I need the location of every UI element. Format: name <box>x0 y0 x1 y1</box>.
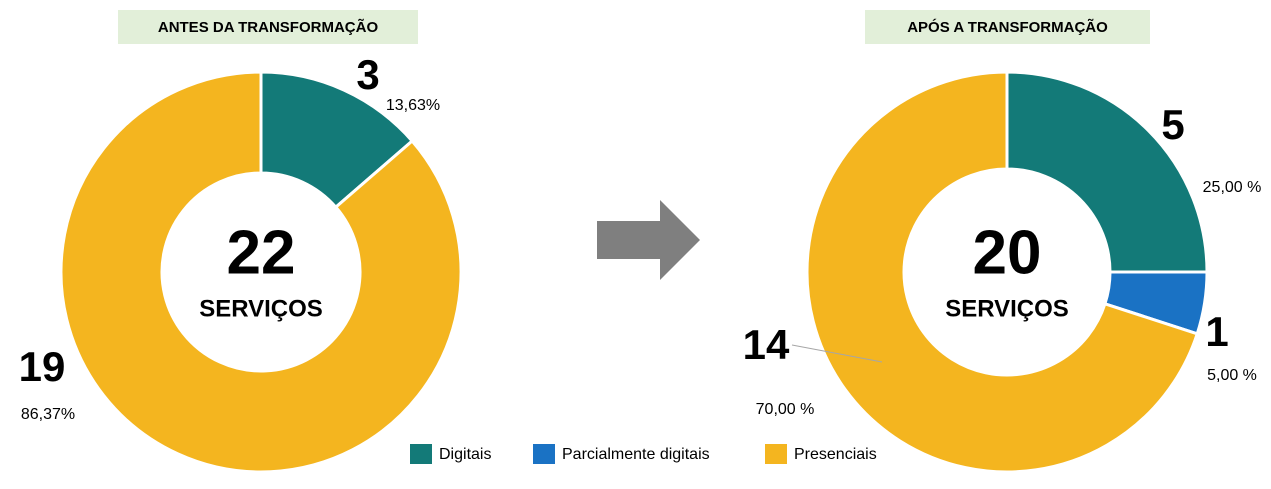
center-value: 22 <box>227 218 296 287</box>
center-value: 20 <box>973 218 1042 287</box>
value-label: 19 <box>19 343 66 390</box>
value-label: 5 <box>1161 101 1184 148</box>
donut-slice <box>59 70 463 474</box>
percent-label: 70,00 % <box>756 401 815 418</box>
value-label: 1 <box>1205 308 1228 355</box>
legend-swatch <box>410 444 432 464</box>
donut-slice <box>1005 70 1209 274</box>
percent-label: 5,00 % <box>1207 367 1257 384</box>
legend-label: Digitais <box>439 446 491 463</box>
percent-label: 25,00 % <box>1203 179 1262 196</box>
arrow <box>597 200 700 280</box>
value-label: 3 <box>356 51 379 98</box>
chart-title: ANTES DA TRANSFORMAÇÃO <box>158 18 379 36</box>
title-box <box>865 10 1150 44</box>
legend-label: Presenciais <box>794 446 877 463</box>
legend-swatch <box>765 444 787 464</box>
percent-label: 86,37% <box>21 406 75 423</box>
chart-title: APÓS A TRANSFORMAÇÃO <box>907 18 1108 36</box>
center-label: SERVIÇOS <box>199 295 323 322</box>
center-label: SERVIÇOS <box>945 295 1069 322</box>
leader-line <box>791 344 883 363</box>
donut-slice <box>805 70 1200 474</box>
legend-label: Parcialmente digitais <box>562 446 710 463</box>
percent-label: 13,63% <box>386 97 440 114</box>
value-label: 14 <box>743 321 790 368</box>
title-box <box>118 10 418 44</box>
legend-swatch <box>533 444 555 464</box>
